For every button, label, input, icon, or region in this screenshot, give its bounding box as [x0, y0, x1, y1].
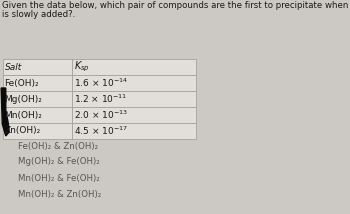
- Text: Zn(OH)₂: Zn(OH)₂: [5, 126, 41, 135]
- Text: Fe(OH)₂: Fe(OH)₂: [5, 79, 39, 88]
- Polygon shape: [1, 88, 9, 136]
- Text: 2.0 $\times$ 10$^{-13}$: 2.0 $\times$ 10$^{-13}$: [75, 109, 128, 121]
- Text: Mn(OH)₂ & Zn(OH)₂: Mn(OH)₂ & Zn(OH)₂: [19, 190, 102, 199]
- Text: Mg(OH)₂: Mg(OH)₂: [5, 95, 42, 104]
- Text: Fe(OH)₂ & Zn(OH)₂: Fe(OH)₂ & Zn(OH)₂: [19, 141, 99, 150]
- Text: 1.6 $\times$ 10$^{-14}$: 1.6 $\times$ 10$^{-14}$: [75, 77, 128, 89]
- Bar: [72, 107, 196, 123]
- Text: 4.5 $\times$ 10$^{-17}$: 4.5 $\times$ 10$^{-17}$: [75, 125, 128, 137]
- Text: Mg(OH)₂ & Fe(OH)₂: Mg(OH)₂ & Fe(OH)₂: [19, 158, 100, 166]
- Text: $\it{K}_{sp}$: $\it{K}_{sp}$: [75, 60, 90, 74]
- Text: 1.2 $\times$ 10$^{-11}$: 1.2 $\times$ 10$^{-11}$: [75, 93, 128, 105]
- Text: is slowly added?.: is slowly added?.: [2, 10, 76, 19]
- Bar: [72, 59, 196, 75]
- Bar: [72, 75, 196, 91]
- Bar: [3, 123, 72, 139]
- Bar: [72, 123, 196, 139]
- Bar: [72, 91, 196, 107]
- Text: Mn(OH)₂ & Fe(OH)₂: Mn(OH)₂ & Fe(OH)₂: [19, 174, 100, 183]
- Text: Given the data below, which pair of compounds are the first to precipitate when : Given the data below, which pair of comp…: [2, 1, 350, 10]
- Text: Salt: Salt: [5, 62, 22, 71]
- Bar: [3, 91, 72, 107]
- Bar: [3, 75, 72, 91]
- Bar: [3, 107, 72, 123]
- Bar: [3, 59, 72, 75]
- Text: Mn(OH)₂: Mn(OH)₂: [5, 110, 42, 119]
